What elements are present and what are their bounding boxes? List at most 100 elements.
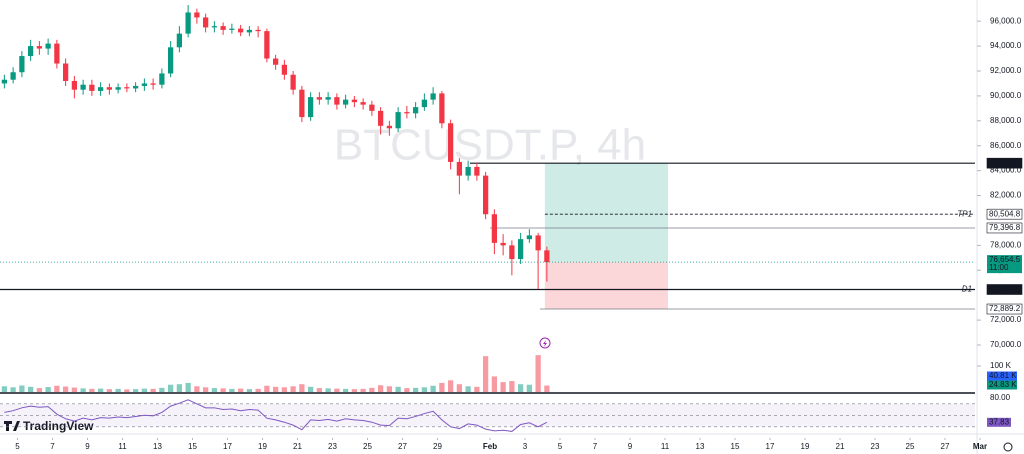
volume-bar	[334, 388, 340, 392]
y-tick-label: 86,000.0	[990, 141, 1022, 150]
level-label: 74,457.0	[989, 285, 1021, 294]
volume-bar	[19, 385, 25, 392]
candle-body	[71, 80, 77, 90]
alert-bolt	[543, 340, 547, 347]
volume-bar	[421, 387, 427, 392]
y-tick-label: 78,000.0	[990, 240, 1022, 249]
candle-body	[360, 102, 366, 105]
candle-body	[54, 43, 60, 64]
x-tick-label: 7	[593, 442, 598, 451]
x-tick-label: 25	[363, 442, 372, 451]
x-tick-label: Mar	[973, 442, 987, 451]
volume-bar	[448, 380, 454, 392]
candle-body	[386, 125, 392, 129]
x-tick-label: 17	[223, 442, 232, 451]
volume-bar	[404, 388, 410, 392]
candle-body	[378, 110, 384, 126]
level-name: D1	[962, 285, 972, 294]
y-tick-label: 84,000.0	[990, 166, 1022, 175]
level-label: 84,599.0	[989, 158, 1021, 167]
settings-icon[interactable]	[1003, 442, 1013, 452]
volume-bar	[299, 384, 305, 392]
volume-bar	[281, 387, 287, 392]
x-tick-label: 13	[153, 442, 162, 451]
volume-bar	[290, 386, 296, 392]
candle-body	[483, 175, 489, 215]
x-tick-label: Feb	[483, 442, 497, 451]
x-tick-label: 3	[523, 442, 528, 451]
volume-bar	[194, 386, 200, 392]
volume-bar	[500, 382, 506, 392]
candle-body	[308, 97, 314, 118]
volume-bar	[395, 386, 401, 392]
candle-body	[351, 99, 357, 103]
candle-body	[430, 93, 436, 100]
logo-text: TradingView	[23, 419, 94, 433]
volume-bar	[133, 389, 139, 392]
candle-body	[89, 84, 95, 91]
candle-body	[1, 79, 7, 84]
volume-bar	[544, 385, 550, 392]
volume-bar	[535, 355, 541, 392]
y-tick-label: 100 K	[990, 361, 1012, 370]
volume-bar	[45, 387, 51, 392]
y-tick-label: 90,000.0	[990, 91, 1022, 100]
volume-bar	[10, 387, 16, 392]
volume-bar	[325, 388, 331, 392]
candle-body	[264, 31, 270, 59]
volume-bar	[509, 381, 515, 392]
candle-body	[63, 63, 69, 81]
watermark-title: BTCUSDT.P, 4h	[334, 121, 646, 170]
price-badge-countdown: 11:00	[989, 263, 1009, 272]
y-tick-label: 72,000.0	[990, 315, 1022, 324]
y-tick-label: 80.00	[990, 393, 1011, 402]
level-badge	[986, 284, 1023, 295]
rsi-line	[4, 399, 548, 432]
volume-bar	[229, 388, 235, 392]
candle-body	[36, 46, 42, 49]
volume-bar	[316, 388, 322, 392]
candle-body	[176, 33, 182, 48]
x-tick-label: 17	[766, 442, 775, 451]
level-label: 79,396.8	[989, 223, 1021, 232]
x-tick-label: 19	[258, 442, 267, 451]
candle-body	[194, 12, 200, 18]
candle-body	[500, 242, 506, 246]
candle-body	[421, 99, 427, 108]
candle-body	[509, 245, 515, 260]
volume-bar	[150, 388, 156, 392]
volume-badge	[987, 371, 1017, 381]
x-tick-label: 5	[558, 442, 563, 451]
candle-body	[246, 29, 252, 33]
x-tick-label: 23	[328, 442, 337, 451]
x-tick-label: 27	[398, 442, 407, 451]
volume-badge-label: 40.81 K	[989, 371, 1017, 380]
candle-body	[106, 87, 112, 90]
volume-bar	[255, 388, 261, 392]
level-badge	[986, 222, 1023, 234]
volume-bar	[386, 386, 392, 392]
volume-bar	[308, 386, 314, 392]
candle-body	[115, 87, 121, 90]
candle-body	[474, 166, 480, 176]
volume-bar	[220, 388, 226, 392]
level-label: 80,504.8	[989, 209, 1021, 218]
candle-body	[133, 85, 139, 89]
candle-body	[150, 83, 156, 85]
x-tick-label: 19	[801, 442, 810, 451]
volume-bar	[238, 388, 244, 392]
volume-bar	[273, 386, 279, 392]
candle-body	[465, 166, 471, 176]
x-tick-label: 25	[906, 442, 915, 451]
settings-gear[interactable]	[1003, 442, 1013, 452]
volume-badge-label: 24.83 K	[989, 380, 1017, 389]
candle-body	[203, 17, 209, 28]
volume-bar	[483, 356, 489, 392]
volume-bar	[439, 382, 445, 392]
candle-body	[238, 28, 244, 33]
volume-bar	[63, 386, 69, 392]
candle-body	[448, 123, 454, 162]
volume-bar	[246, 389, 252, 392]
volume-bar	[124, 389, 130, 392]
